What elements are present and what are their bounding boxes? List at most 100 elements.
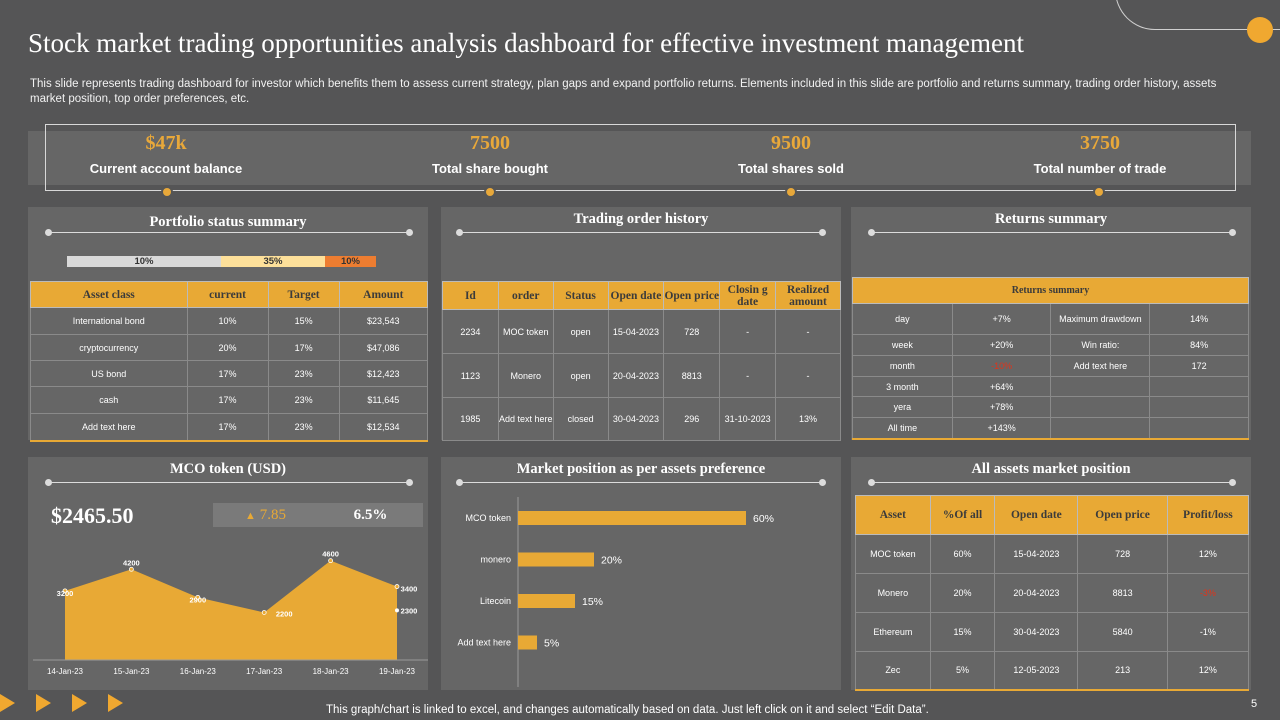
table-cell: $23,543	[338, 307, 429, 335]
kpi-label: Total share bought	[431, 161, 549, 176]
title-rule	[45, 229, 413, 236]
data-label: 4600	[322, 550, 339, 559]
table-cell: -1%	[1166, 612, 1250, 652]
table-cell: 12%	[1166, 651, 1250, 690]
category-label: Litecoin	[480, 596, 511, 606]
table-cell: 15%	[929, 612, 996, 652]
kpi-value: 7500	[470, 132, 510, 154]
table-cell: 17%	[186, 386, 269, 414]
table-cell: +78%	[951, 396, 1052, 418]
kpi-shares-sold: 9500 Total shares sold	[671, 132, 911, 176]
mco-change: ▲ 7.85	[213, 503, 318, 527]
data-label: 3400	[401, 585, 418, 594]
data-point	[394, 584, 400, 589]
column-header: Open price	[663, 281, 721, 310]
assets-table: Asset %Of all Open date Open price Profi…	[855, 495, 1250, 691]
table-cell: open	[552, 309, 609, 354]
column-header: Closin g date	[719, 281, 777, 310]
table-cell: 17%	[186, 413, 269, 441]
table-cell: 30-04-2023	[607, 397, 665, 441]
table-cell: $12,534	[338, 413, 429, 441]
panel-title: Returns summary	[994, 211, 1108, 227]
tick-label: 16-Jan-23	[180, 667, 217, 676]
table-cell: 30-04-2023	[994, 612, 1079, 652]
table-cell: $11,645	[338, 386, 429, 414]
table-cell: 5840	[1077, 612, 1168, 652]
bar	[518, 511, 746, 525]
value-label: 60%	[753, 513, 774, 525]
category-label: monero	[480, 555, 511, 565]
table-row: cryptocurrency 20% 17% $47,086	[30, 334, 429, 361]
data-point	[195, 594, 201, 600]
tick-label: 17-Jan-23	[246, 667, 283, 676]
table-cell: 15%	[267, 307, 340, 335]
table-cell: cash	[30, 386, 188, 414]
table-cell: 296	[663, 397, 721, 441]
table-cell: 213	[1077, 651, 1168, 690]
table-row: 1985 Add text here closed 30-04-2023 296…	[442, 397, 841, 441]
data-label: 4200	[123, 558, 140, 567]
value-label: 15%	[582, 596, 603, 608]
column-header: Open date	[994, 495, 1079, 535]
kpi-label: Total shares sold	[738, 161, 844, 176]
column-header: Open date	[607, 281, 665, 310]
table-cell: 5%	[929, 651, 996, 690]
table-cell: 15-04-2023	[994, 534, 1079, 574]
table-cell: 172	[1149, 355, 1249, 377]
data-point	[129, 566, 134, 572]
column-header: Asset class	[30, 281, 188, 308]
footer-note: This graph/chart is linked to excel, and…	[326, 704, 929, 716]
column-header: %Of all	[929, 495, 996, 535]
orders-table: Id order Status Open date Open price Clo…	[442, 281, 841, 441]
table-cell: 20-04-2023	[994, 573, 1079, 613]
shares-icon	[484, 186, 496, 198]
category-label: Add text here	[457, 638, 511, 648]
play-arrow-icon	[108, 694, 123, 712]
column-header: Realized amount	[775, 281, 841, 310]
allocation-bar-segment: 10%	[67, 256, 221, 267]
kpi-shares-bought: 7500 Total share bought	[370, 132, 610, 176]
table-cell: 20%	[929, 573, 996, 613]
kpi-account-balance: $47k Current account balance	[46, 132, 286, 176]
value-label: 5%	[544, 638, 559, 650]
kpi-band	[28, 131, 1251, 185]
column-header: Id	[442, 281, 499, 310]
table-cell: Win ratio:	[1050, 334, 1151, 356]
panel-title: MCO token (USD)	[170, 461, 286, 477]
table-cell: 60%	[929, 534, 996, 574]
table-cell: MOC token	[855, 534, 931, 574]
mco-percent: 6.5%	[318, 503, 423, 527]
data-label: 3200	[57, 589, 74, 598]
title-rule	[45, 479, 413, 486]
kpi-label: Total number of trade	[1033, 161, 1167, 176]
title-rule	[868, 479, 1236, 486]
table-cell: 12-05-2023	[994, 651, 1079, 690]
table-cell: -	[775, 309, 841, 354]
table-cell: 20%	[186, 334, 269, 361]
tick-label: 19-Jan-23	[379, 667, 416, 676]
table-cell: Maximum drawdown	[1050, 303, 1151, 335]
tick-label: 14-Jan-23	[47, 667, 84, 676]
column-header: Asset	[855, 495, 931, 535]
column-header: Amount	[338, 281, 429, 308]
table-cell: 20-04-2023	[607, 353, 665, 398]
table-row: 3 month +64%	[852, 376, 1249, 397]
table-row: day +7% Maximum drawdown 14%	[852, 303, 1249, 335]
table-cell: day	[852, 303, 953, 335]
column-header: Target	[267, 281, 340, 308]
table-cell	[1050, 417, 1151, 439]
table-cell: -3%	[1166, 573, 1250, 613]
bar	[518, 552, 594, 567]
table-row: Add text here 17% 23% $12,534	[30, 413, 429, 441]
table-cell: Add text here	[497, 397, 554, 441]
table-cell: closed	[552, 397, 609, 441]
table-cell: -	[775, 353, 841, 398]
table-cell: 10%	[186, 307, 269, 335]
table-row: US bond 17% 23% $12,423	[30, 360, 429, 387]
title-rule	[456, 229, 826, 236]
data-point	[261, 610, 267, 615]
table-row: 2234 MOC token open 15-04-2023 728 - -	[442, 309, 841, 354]
kpi-label: Current account balance	[89, 161, 243, 176]
table-cell: All time	[852, 417, 953, 439]
data-point	[395, 608, 399, 613]
